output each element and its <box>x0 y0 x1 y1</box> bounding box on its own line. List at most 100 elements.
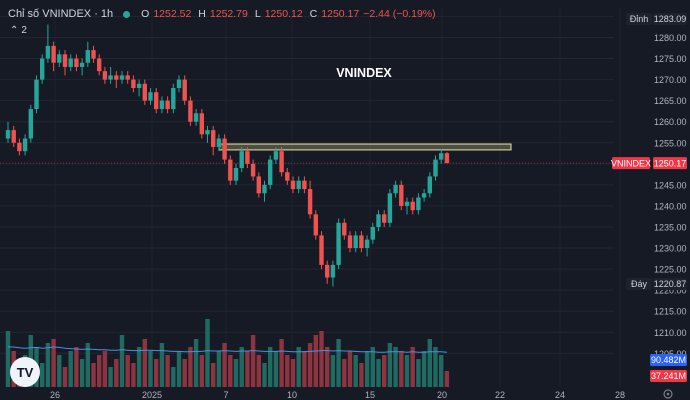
candle-body <box>62 54 68 67</box>
candle-body <box>51 45 56 63</box>
volume-bar <box>228 355 233 387</box>
gear-icon[interactable] <box>663 389 673 399</box>
volume-bar <box>433 347 438 387</box>
time-tick-label: 2025 <box>142 390 162 400</box>
low-label-tag: Đáy <box>631 279 648 289</box>
candle-body <box>250 163 256 177</box>
candle-body <box>74 58 79 67</box>
volume-bar <box>370 347 375 387</box>
volume-bar <box>205 319 210 387</box>
price-tick-label: 1275.00 <box>654 54 687 64</box>
candle-body <box>91 50 96 59</box>
volume-bar <box>290 359 296 387</box>
volume-bar <box>302 351 307 387</box>
candle-body <box>444 153 450 164</box>
low-value-tag-bg <box>653 278 687 290</box>
price-tick-label: 1230.00 <box>654 244 687 254</box>
price-tick-label: 1265.00 <box>654 96 687 106</box>
volume-bar <box>108 367 113 387</box>
volume-bar <box>154 359 159 387</box>
volume-bar <box>313 335 318 387</box>
last-price-tag: 1250.17 <box>654 158 687 168</box>
low-label-tag-bg <box>626 278 652 290</box>
volume-bar <box>410 347 415 387</box>
volume-bar <box>336 339 341 387</box>
volume-bar <box>279 339 284 387</box>
price-tick-label: 1215.00 <box>654 307 687 317</box>
candle-body <box>319 235 324 265</box>
volume-bar <box>131 363 136 387</box>
volume-bar <box>262 363 267 387</box>
candle-body <box>182 79 187 101</box>
volume-bar <box>97 355 102 387</box>
candle-body <box>211 130 216 147</box>
candle-body <box>68 58 73 67</box>
volume-bar <box>250 335 256 387</box>
candle-body <box>17 142 22 152</box>
candle-body <box>393 184 398 194</box>
volume-bar <box>382 355 387 387</box>
candle-body <box>410 201 415 211</box>
volume-bar <box>5 331 11 387</box>
candle-body <box>330 264 336 278</box>
candle-body <box>176 79 182 89</box>
volume-bar <box>199 355 204 387</box>
volume-bar <box>182 359 187 387</box>
last-price-tag-bg <box>653 157 687 170</box>
volume-bar <box>342 359 347 387</box>
time-axis[interactable]: 26 2025 7 10 15 20 22 24 28 <box>50 390 625 400</box>
candle-body <box>85 50 90 63</box>
candlesticks <box>5 24 450 287</box>
volume-last-tag-bg <box>650 370 687 382</box>
price-tick-label: 1280.00 <box>654 33 687 43</box>
resistance-zone[interactable] <box>218 143 512 151</box>
candle-body <box>245 151 250 164</box>
price-tick-label: 1220.00 <box>654 286 687 296</box>
candle-body <box>421 193 427 198</box>
candle-body <box>359 235 364 249</box>
candle-body <box>108 75 113 80</box>
volume-ma-line <box>8 346 447 353</box>
candle-body <box>102 71 108 80</box>
time-tick-label: 10 <box>287 390 297 400</box>
candle-body <box>199 113 204 135</box>
volume-bar <box>307 343 313 387</box>
volume-bar <box>239 347 244 387</box>
volume-bar <box>256 355 261 387</box>
candle-body <box>97 58 102 72</box>
volume-bar <box>319 331 324 387</box>
volume-bar <box>285 355 290 387</box>
tradingview-logo-icon[interactable]: TV <box>10 357 40 387</box>
candle-body <box>193 113 199 122</box>
candle-body <box>347 235 353 249</box>
candle-body <box>336 222 341 265</box>
candle-body <box>307 189 313 215</box>
indicators-toggle[interactable]: ⌃ 2 <box>10 23 27 37</box>
symbol-title[interactable]: Chỉ số VNINDEX · 1h <box>8 8 114 20</box>
candle-body <box>119 75 125 80</box>
candle-body <box>171 88 176 110</box>
candle-body <box>216 138 222 147</box>
volume-bar <box>165 355 170 387</box>
volume-bar <box>393 347 398 387</box>
volume-bar <box>364 351 370 387</box>
candle-body <box>416 197 421 211</box>
candle-body <box>34 79 39 110</box>
open-label: O <box>141 8 150 20</box>
candle-body <box>165 100 170 110</box>
price-axis[interactable]: 1205.00 1210.00 1215.00 1220.00 1225.00 1230.… <box>654 12 687 359</box>
candle-body <box>382 214 387 223</box>
volume-bar <box>216 351 222 387</box>
candle-body <box>188 100 193 122</box>
volume-bar <box>40 363 45 387</box>
volume-bar <box>325 347 330 387</box>
candle-body <box>114 75 119 80</box>
volume-last-tag: 37.241M <box>651 371 686 381</box>
candle-body <box>313 214 318 236</box>
candle-body <box>387 193 393 223</box>
candle-body <box>433 159 438 177</box>
candle-body <box>228 159 233 181</box>
volume-ma-tag: 90.482M <box>651 355 686 365</box>
symbol-legend[interactable]: Chỉ số VNINDEX · 1h O 1252.52 H 1252.79 … <box>8 6 436 22</box>
